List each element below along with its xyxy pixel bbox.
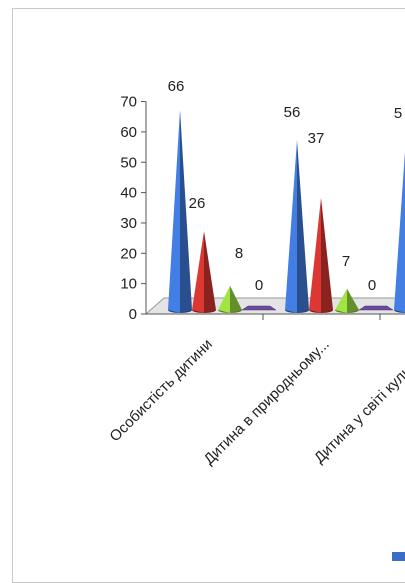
cone-mark [168, 109, 192, 313]
legend-swatch [392, 552, 405, 561]
category-label: Дитина в природньому... [201, 336, 333, 468]
legend [392, 552, 405, 561]
y-tick-label: 0 [129, 306, 137, 323]
cone-mark [394, 151, 405, 313]
data-label: 5 [394, 105, 402, 122]
y-tick-label: 50 [120, 154, 137, 171]
y-tick-label: 30 [120, 215, 137, 232]
cone-mark [335, 288, 359, 313]
category-label: Дитина у світі культ [311, 359, 405, 467]
data-label: 7 [342, 253, 350, 270]
data-label: 26 [189, 195, 206, 212]
y-tick-label: 40 [120, 185, 137, 202]
data-label: 0 [368, 277, 376, 294]
category-label: Особистість дитини [106, 336, 215, 445]
cone-mark [358, 305, 394, 311]
data-label: 8 [235, 245, 243, 262]
data-label: 0 [255, 277, 263, 294]
y-tick-label: 60 [120, 124, 137, 141]
y-tick-label: 10 [120, 276, 137, 293]
cone-mark [241, 305, 277, 311]
data-label: 37 [308, 130, 325, 147]
data-label: 56 [284, 104, 301, 121]
cone-mark [309, 197, 333, 313]
y-axis: 0 10 20 30 40 50 60 70 [120, 94, 147, 323]
y-tick-label: 70 [120, 94, 137, 111]
y-tick-label: 20 [120, 245, 137, 262]
cone-mark [192, 231, 216, 313]
cone-mark [218, 285, 242, 313]
data-label: 66 [168, 78, 185, 95]
cone-mark [285, 140, 309, 313]
